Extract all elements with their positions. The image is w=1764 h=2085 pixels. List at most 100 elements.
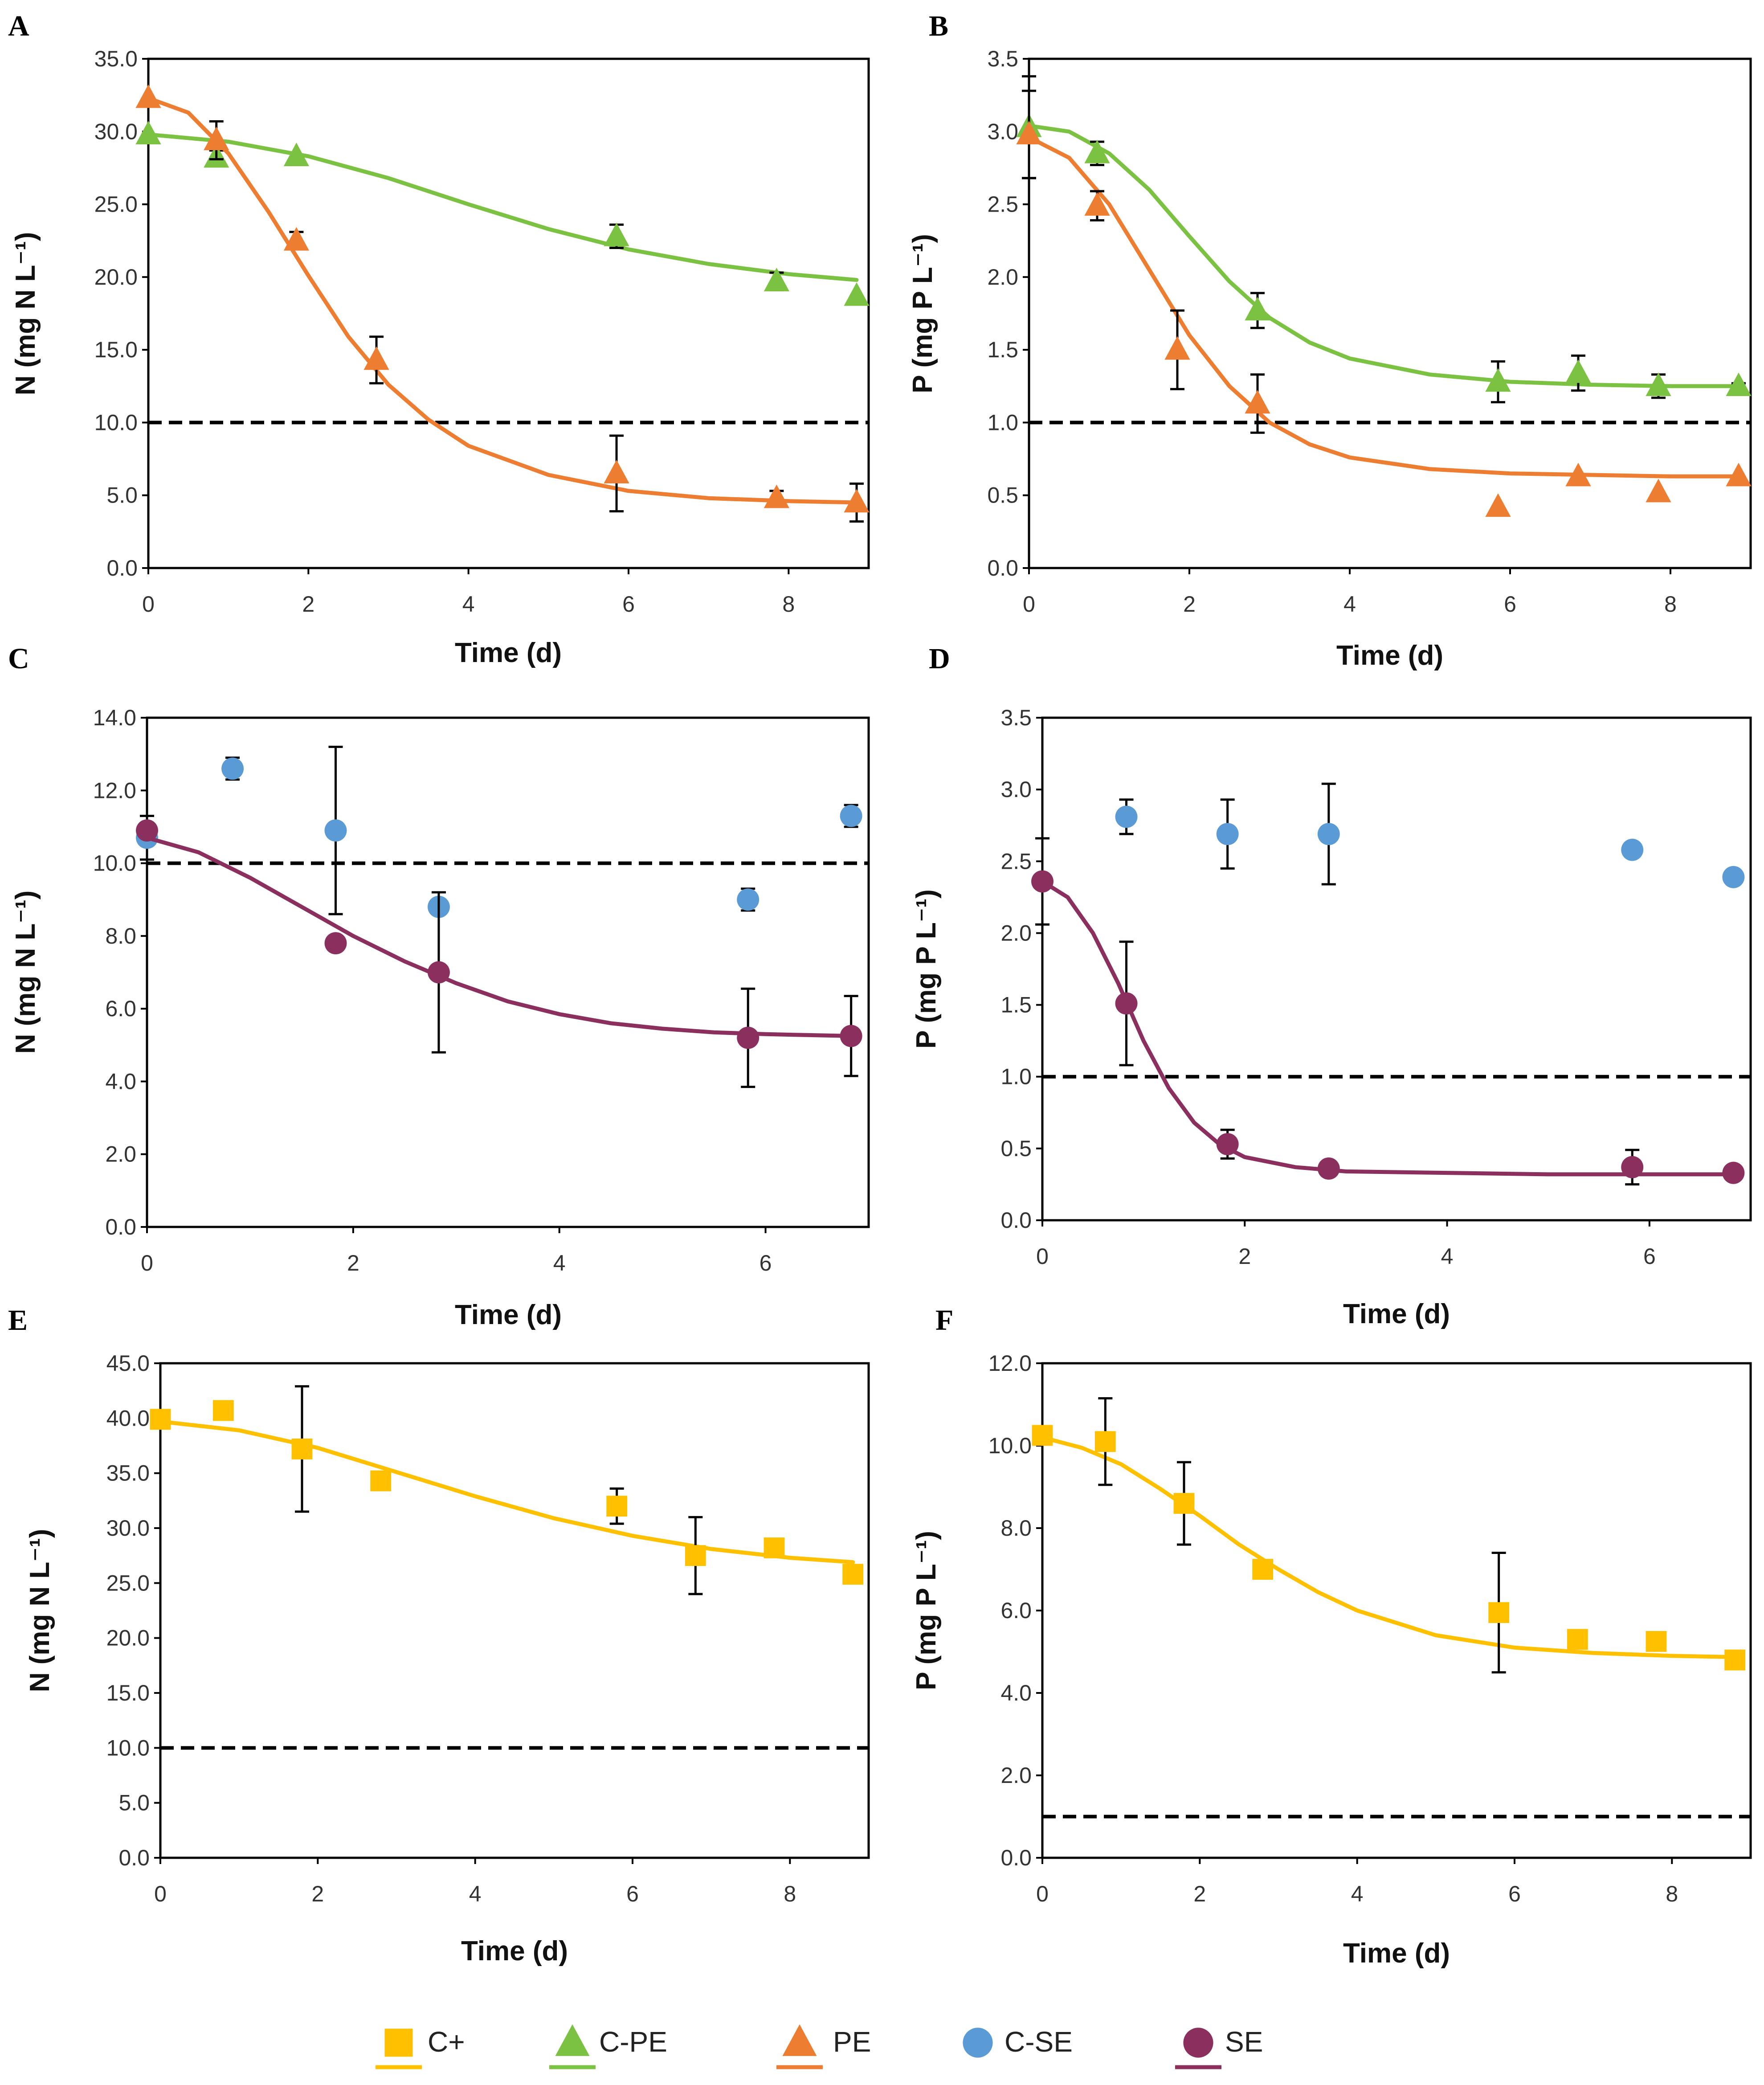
mark-layer	[1032, 1397, 1751, 1819]
y-tick-label: 4.0	[1000, 1680, 1032, 1705]
y-tick-label: 20.0	[106, 1626, 150, 1651]
y-tick-label: 25.0	[106, 1570, 150, 1595]
tick-layer: 0.0 2.0 4.0 6.0 8.0 10.0 12.0 14.0 0 2 4 6	[93, 705, 772, 1276]
x-tick-label: 0	[142, 592, 155, 617]
data-point-cplus	[291, 1439, 313, 1460]
y-tick-label: 8.0	[1000, 1516, 1032, 1541]
data-point-c-se	[1722, 866, 1745, 888]
y-tick-label: 3.5	[987, 46, 1018, 71]
data-point-pe	[204, 127, 229, 151]
plot-frame	[1028, 57, 1752, 569]
data-point-se	[1621, 1156, 1644, 1178]
legend-item-cplus: C+	[376, 2026, 465, 2069]
y-tick-label: 0.0	[1000, 1208, 1032, 1233]
data-point-pe	[1016, 121, 1042, 145]
panel-c-nitrogen-se: C 0.0 2.0 4.0 6.0 8.0 10.0 12.0 14.0 0 2 4 6 Time (…	[8, 642, 870, 1330]
data-point-pe	[1646, 478, 1671, 503]
data-point-cplus	[1724, 1649, 1746, 1671]
y-tick-label: 6.0	[105, 996, 136, 1021]
x-tick-label: 6	[622, 592, 635, 617]
data-point-se	[1216, 1133, 1239, 1156]
tick-layer: 0.0 2.0 4.0 6.0 8.0 10.0 12.0 0 2 4 6 8	[988, 1351, 1678, 1906]
y-tick-label: 2.0	[105, 1142, 136, 1167]
data-point-pe	[1485, 493, 1511, 517]
y-tick-label: 6.0	[1000, 1598, 1032, 1623]
y-tick-label: 0.0	[106, 556, 138, 581]
y-tick-label: 1.0	[1000, 1064, 1032, 1089]
y-tick-label: 5.0	[118, 1791, 150, 1815]
data-point-se	[427, 961, 450, 984]
x-tick-label: 2	[1183, 592, 1196, 617]
data-point-cplus	[606, 1496, 628, 1517]
tick-layer: 0.0 0.5 1.0 1.5 2.0 2.5 3.0 3.5 0 2 4 6 8	[987, 46, 1676, 617]
data-point-cplus	[1646, 1631, 1667, 1652]
data-point-pe	[1726, 462, 1752, 487]
y-tick-label: 35.0	[94, 46, 138, 71]
y-tick-label: 3.5	[1000, 705, 1032, 730]
y-tick-label: 10.0	[94, 410, 138, 435]
data-point-pe	[1245, 390, 1270, 414]
y-tick-label: 10.0	[106, 1735, 150, 1760]
x-tick-label: 2	[311, 1881, 324, 1906]
y-tick-label: 0.0	[118, 1845, 150, 1870]
y-tick-label: 2.5	[1000, 849, 1032, 874]
data-point-c-pe	[1485, 368, 1511, 392]
legend-marker-square	[384, 2028, 413, 2057]
panel-f-phosphorus-cplus: F 0.02.04.06.08.010.012.00 2 4 6 8 Time (d) …	[911, 1304, 1752, 1969]
panel-letter: D	[929, 642, 950, 675]
mark-layer	[150, 1385, 869, 1750]
x-tick-label: 4	[1441, 1244, 1454, 1269]
legend-label: PE	[833, 2026, 871, 2058]
mark-layer	[135, 84, 870, 523]
legend-item-se: SE	[1175, 2026, 1263, 2069]
data-point-cplus	[1567, 1629, 1588, 1650]
panel-b-phosphorus-pe: B 0.0 0.5 1.0 1.5 2.0 2.5 3.0 3.5 0 2 4 6 8 Time (d)…	[907, 10, 1752, 671]
y-tick-label: 0.0	[987, 556, 1018, 581]
y-tick-label: 15.0	[106, 1680, 150, 1705]
data-point-se	[136, 819, 158, 842]
x-tick-label: 2	[302, 592, 314, 617]
legend-marker-circle	[1183, 2028, 1213, 2058]
x-tick-label: 8	[1666, 1881, 1678, 1906]
x-axis-title: Time (d)	[455, 638, 562, 668]
mark-layer	[136, 745, 869, 1088]
data-point-cplus	[1488, 1602, 1510, 1623]
data-point-c-pe	[764, 268, 789, 291]
y-tick-label: 12.0	[93, 778, 136, 803]
panel-letter: A	[8, 10, 29, 42]
data-point-pe	[844, 489, 870, 513]
legend-label: C+	[428, 2026, 465, 2058]
data-point-c-pe	[1726, 372, 1752, 397]
data-point-c-pe	[135, 121, 161, 145]
data-point-cplus	[150, 1409, 171, 1430]
x-axis-title: Time (d)	[1336, 640, 1443, 671]
data-point-pe	[135, 84, 161, 108]
y-axis-title: P (mg P L⁻¹)	[911, 889, 942, 1049]
y-axis-title: P (mg P L⁻¹)	[911, 1531, 942, 1690]
legend-marker-triangle	[782, 2024, 817, 2056]
x-tick-label: 6	[626, 1881, 639, 1906]
x-tick-label: 2	[1238, 1244, 1251, 1269]
data-point-c-pe	[604, 222, 629, 246]
plot-frame	[146, 716, 870, 1228]
panel-letter: F	[935, 1304, 953, 1337]
y-tick-label: 12.0	[988, 1351, 1032, 1376]
legend-label: C-PE	[599, 2026, 667, 2058]
y-tick-label: 2.0	[1000, 920, 1032, 945]
x-tick-label: 0	[1023, 592, 1035, 617]
data-point-se	[1317, 1157, 1340, 1180]
y-tick-label: 10.0	[93, 851, 136, 876]
plot-frame	[1041, 1362, 1752, 1859]
data-point-cplus	[1252, 1559, 1274, 1580]
data-point-pe	[764, 484, 789, 508]
data-point-c-se	[1216, 823, 1239, 846]
data-point-cplus	[1173, 1493, 1195, 1514]
legend-marker-square	[376, 2028, 422, 2069]
data-point-se	[1722, 1161, 1745, 1184]
data-point-pe	[1164, 336, 1190, 360]
y-tick-label: 10.0	[988, 1433, 1032, 1458]
y-tick-label: 0.5	[987, 483, 1018, 508]
y-tick-label: 4.0	[105, 1069, 136, 1094]
panel-letter: E	[8, 1304, 28, 1337]
